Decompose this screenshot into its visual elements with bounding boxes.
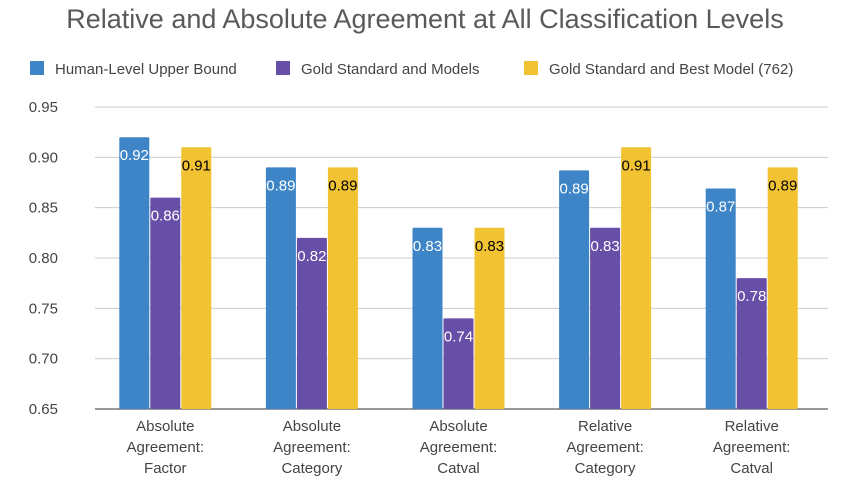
y-tick-label: 0.95 [29,99,58,116]
bar [181,147,212,409]
legend-label: Gold Standard and Models [301,61,479,78]
data-label: 0.83 [590,238,619,255]
chart-title: Relative and Absolute Agreement at All C… [66,4,784,34]
x-category-label: Absolute [136,418,194,435]
bar [443,318,474,409]
x-category-label: Category [575,460,636,477]
x-category-label: Absolute [283,418,341,435]
data-label: 0.82 [297,248,326,265]
data-label: 0.78 [737,288,766,305]
x-category-label: Catval [730,460,773,477]
bar [590,227,621,409]
bar [265,167,296,409]
x-category-label: Category [281,460,342,477]
bar [150,197,181,409]
x-category-label: Relative [578,418,632,435]
x-category-label: Relative [725,418,779,435]
x-category-label: Factor [144,460,187,477]
legend-label: Human-Level Upper Bound [55,61,237,78]
data-label: 0.87 [706,199,735,216]
data-label: 0.89 [266,177,295,194]
bar [296,237,327,409]
y-tick-label: 0.65 [29,401,58,418]
x-category-label: Agreement: [713,439,791,456]
x-category-label: Agreement: [566,439,644,456]
y-tick-label: 0.70 [29,351,58,368]
bar [767,167,798,409]
x-category-label: Agreement: [273,439,351,456]
data-label: 0.89 [768,177,797,194]
x-category-label: Absolute [429,418,487,435]
data-label: 0.83 [475,238,504,255]
x-category-label: Agreement: [127,439,205,456]
data-label: 0.89 [559,180,588,197]
data-label: 0.83 [413,238,442,255]
bar [474,227,505,409]
legend-swatch [30,61,44,75]
legend-swatch [276,61,290,75]
y-tick-label: 0.90 [29,149,58,166]
y-tick-label: 0.80 [29,250,58,267]
bar [559,170,590,409]
bar [621,147,652,409]
data-label: 0.91 [182,157,211,174]
legend-label: Gold Standard and Best Model (762) [549,61,793,78]
bar [736,278,767,409]
legend-swatch [524,61,538,75]
x-category-label: Catval [437,460,480,477]
bar [119,137,150,409]
data-label: 0.89 [328,177,357,194]
bar [705,188,736,409]
bar [327,167,358,409]
bar [412,227,443,409]
y-tick-label: 0.85 [29,200,58,217]
data-label: 0.92 [120,147,149,164]
y-tick-label: 0.75 [29,300,58,317]
x-category-label: Agreement: [420,439,498,456]
data-label: 0.91 [621,157,650,174]
data-label: 0.74 [444,328,473,345]
data-label: 0.86 [151,208,180,225]
